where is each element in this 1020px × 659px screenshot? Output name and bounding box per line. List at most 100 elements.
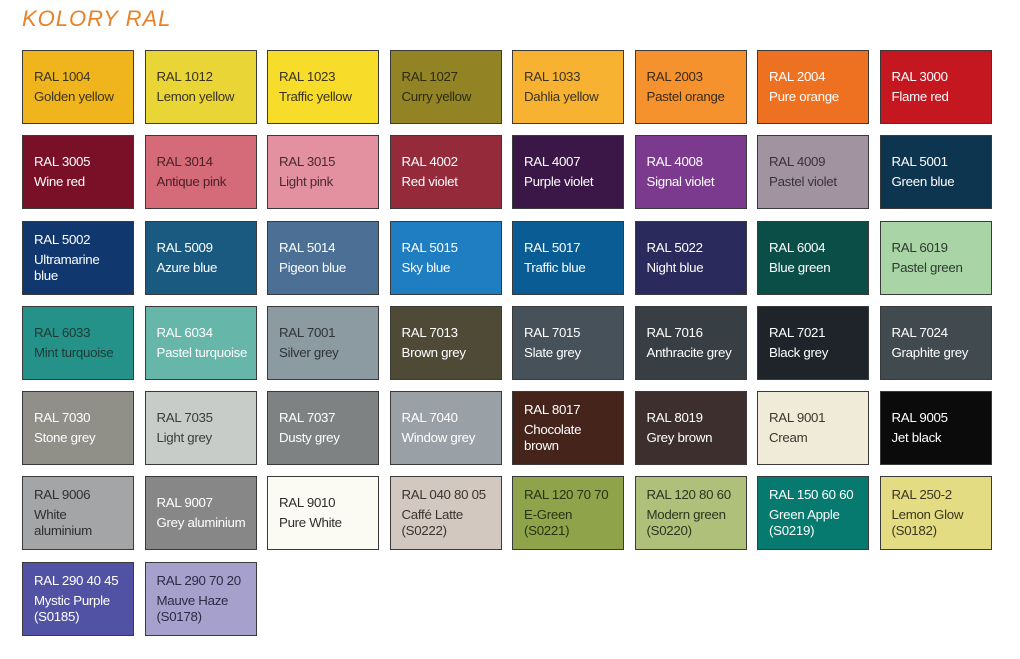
color-swatch: RAL 7015 Slate grey (512, 305, 624, 380)
swatch-name: (S0219) (769, 523, 815, 539)
swatch-name: Blue green (769, 259, 831, 275)
color-swatch: RAL 3014 Antique pink (144, 135, 257, 210)
color-swatch: RAL 290 40 45 Mystic Purple (S0185) (22, 561, 134, 636)
color-swatch: RAL 7035 Light grey (144, 391, 257, 466)
color-swatch: RAL 4007 Purple violet (512, 135, 624, 210)
color-swatch: RAL 6019 Pastel green (879, 220, 992, 295)
swatch-code: RAL 3005 (34, 154, 91, 170)
color-swatch: RAL 040 80 05 Caffé Latte (S0222) (389, 476, 502, 551)
swatch-name: Golden yellow (34, 89, 114, 104)
swatch-code: RAL 9005 (891, 410, 949, 426)
swatch-name: Slate grey (524, 344, 581, 360)
color-swatch: RAL 7037 Dusty grey (267, 391, 379, 466)
color-swatch: RAL 1023 Traffic yellow (267, 50, 379, 124)
swatch-name: Night blue (646, 259, 704, 275)
color-swatch: RAL 7016 Anthracite grey (634, 305, 747, 380)
swatch-code: RAL 1004 (34, 69, 91, 84)
swatch-code: RAL 9001 (769, 410, 826, 426)
swatch-code: RAL 3000 (891, 69, 949, 84)
swatch-name: White (34, 507, 67, 523)
swatch-code: RAL 7013 (401, 324, 459, 340)
swatch-code: RAL 5009 (156, 239, 214, 255)
swatch-code: RAL 7040 (401, 410, 459, 426)
color-swatch: RAL 6004 Blue green (757, 220, 869, 295)
color-swatch: RAL 250-2 Lemon Glow (S0182) (879, 476, 992, 551)
swatch-code: RAL 3014 (156, 154, 214, 170)
color-swatch: RAL 6034 Pastel turquoise (144, 305, 257, 380)
swatch-code: RAL 9006 (34, 487, 91, 503)
color-swatch: RAL 7001 Silver grey (267, 305, 379, 380)
swatch-name: Window grey (401, 430, 476, 446)
swatch-name: (S0182) (891, 523, 938, 539)
swatch-code: RAL 5017 (524, 239, 581, 255)
color-swatch: RAL 3000 Flame red (879, 50, 992, 124)
color-swatch: RAL 9007 Grey aluminium (144, 476, 257, 551)
swatch-code: RAL 3015 (279, 154, 336, 170)
swatch-name: Pastel green (891, 259, 963, 275)
color-swatch: RAL 5022 Night blue (634, 220, 747, 295)
color-swatch: RAL 1012 Lemon yellow (144, 50, 257, 124)
swatch-name: Mauve Haze (156, 592, 229, 608)
swatch-name: Antique pink (156, 174, 227, 190)
swatch-name: Light pink (279, 174, 333, 190)
page-title: KOLORY RAL (22, 6, 172, 31)
swatch-code: RAL 5022 (646, 239, 704, 255)
color-swatch: RAL 1033 Dahlia yellow (512, 50, 624, 124)
swatch-name: Grey brown (646, 430, 713, 446)
swatch-name: Mint turquoise (34, 344, 114, 360)
swatch-code: RAL 7016 (646, 324, 704, 340)
color-swatch: RAL 7040 Window grey (389, 391, 502, 466)
swatch-code: RAL 120 70 70 (524, 487, 609, 503)
swatch-code: RAL 1027 (401, 69, 459, 84)
color-swatch: RAL 3005 Wine red (22, 135, 134, 210)
color-swatch: RAL 5002 Ultramarine blue (22, 220, 134, 295)
swatch-code: RAL 5001 (891, 154, 949, 170)
color-swatch: RAL 290 70 20 Mauve Haze (S0178) (144, 561, 257, 636)
swatch-name: Pure White (279, 515, 342, 531)
swatch-name: aluminium (34, 523, 92, 539)
swatch-name: Pigeon blue (279, 259, 346, 275)
color-swatch: RAL 5017 Traffic blue (512, 220, 624, 295)
swatch-code: RAL 5014 (279, 239, 336, 255)
swatch-name: Lemon yellow (156, 89, 235, 104)
swatch-name: Signal violet (646, 174, 715, 190)
swatch-code: RAL 7030 (34, 410, 91, 426)
swatch-code: RAL 7035 (156, 410, 214, 426)
swatch-code: RAL 2003 (646, 69, 704, 84)
swatch-name: Traffic blue (524, 259, 586, 275)
color-swatch: RAL 5009 Azure blue (144, 220, 257, 295)
swatch-code: RAL 6019 (891, 239, 949, 255)
swatch-code: RAL 1023 (279, 69, 336, 84)
swatch-code: RAL 7021 (769, 324, 826, 340)
swatch-code: RAL 7015 (524, 324, 581, 340)
swatch-name: Pastel turquoise (156, 344, 248, 360)
swatch-name: brown (524, 438, 559, 454)
swatch-name: Pastel orange (646, 89, 725, 104)
swatch-name: Jet black (891, 430, 942, 446)
swatch-name: Mystic Purple (34, 592, 110, 608)
swatch-name: Caffé Latte (401, 507, 464, 523)
color-swatch: RAL 2003 Pastel orange (634, 50, 747, 124)
color-swatch: RAL 7024 Graphite grey (879, 305, 992, 380)
swatch-code: RAL 6033 (34, 324, 91, 340)
color-swatch: RAL 3015 Light pink (267, 135, 379, 210)
swatch-name: (S0222) (401, 523, 448, 539)
swatch-code: RAL 4008 (646, 154, 704, 170)
swatch-name: Green blue (891, 174, 955, 190)
swatch-code: RAL 7037 (279, 410, 336, 426)
swatch-code: RAL 290 40 45 (34, 572, 119, 588)
swatch-name: Anthracite grey (646, 344, 732, 360)
color-swatch: RAL 120 70 70 E-Green (S0221) (512, 476, 624, 551)
swatch-code: RAL 4002 (401, 154, 459, 170)
swatch-name: (S0221) (524, 523, 570, 539)
color-swatch: RAL 9010 Pure White (267, 476, 379, 551)
color-swatch: RAL 7030 Stone grey (22, 391, 134, 466)
color-swatch: RAL 9006 White aluminium (22, 476, 134, 551)
color-swatch: RAL 7013 Brown grey (389, 305, 502, 380)
swatch-code: RAL 150 60 60 (769, 487, 854, 503)
swatch-name: Wine red (34, 174, 85, 190)
swatch-code: RAL 9007 (156, 495, 214, 511)
swatch-code: RAL 2004 (769, 69, 826, 84)
swatch-name: Silver grey (279, 344, 339, 360)
swatch-code: RAL 120 80 60 (646, 487, 732, 503)
